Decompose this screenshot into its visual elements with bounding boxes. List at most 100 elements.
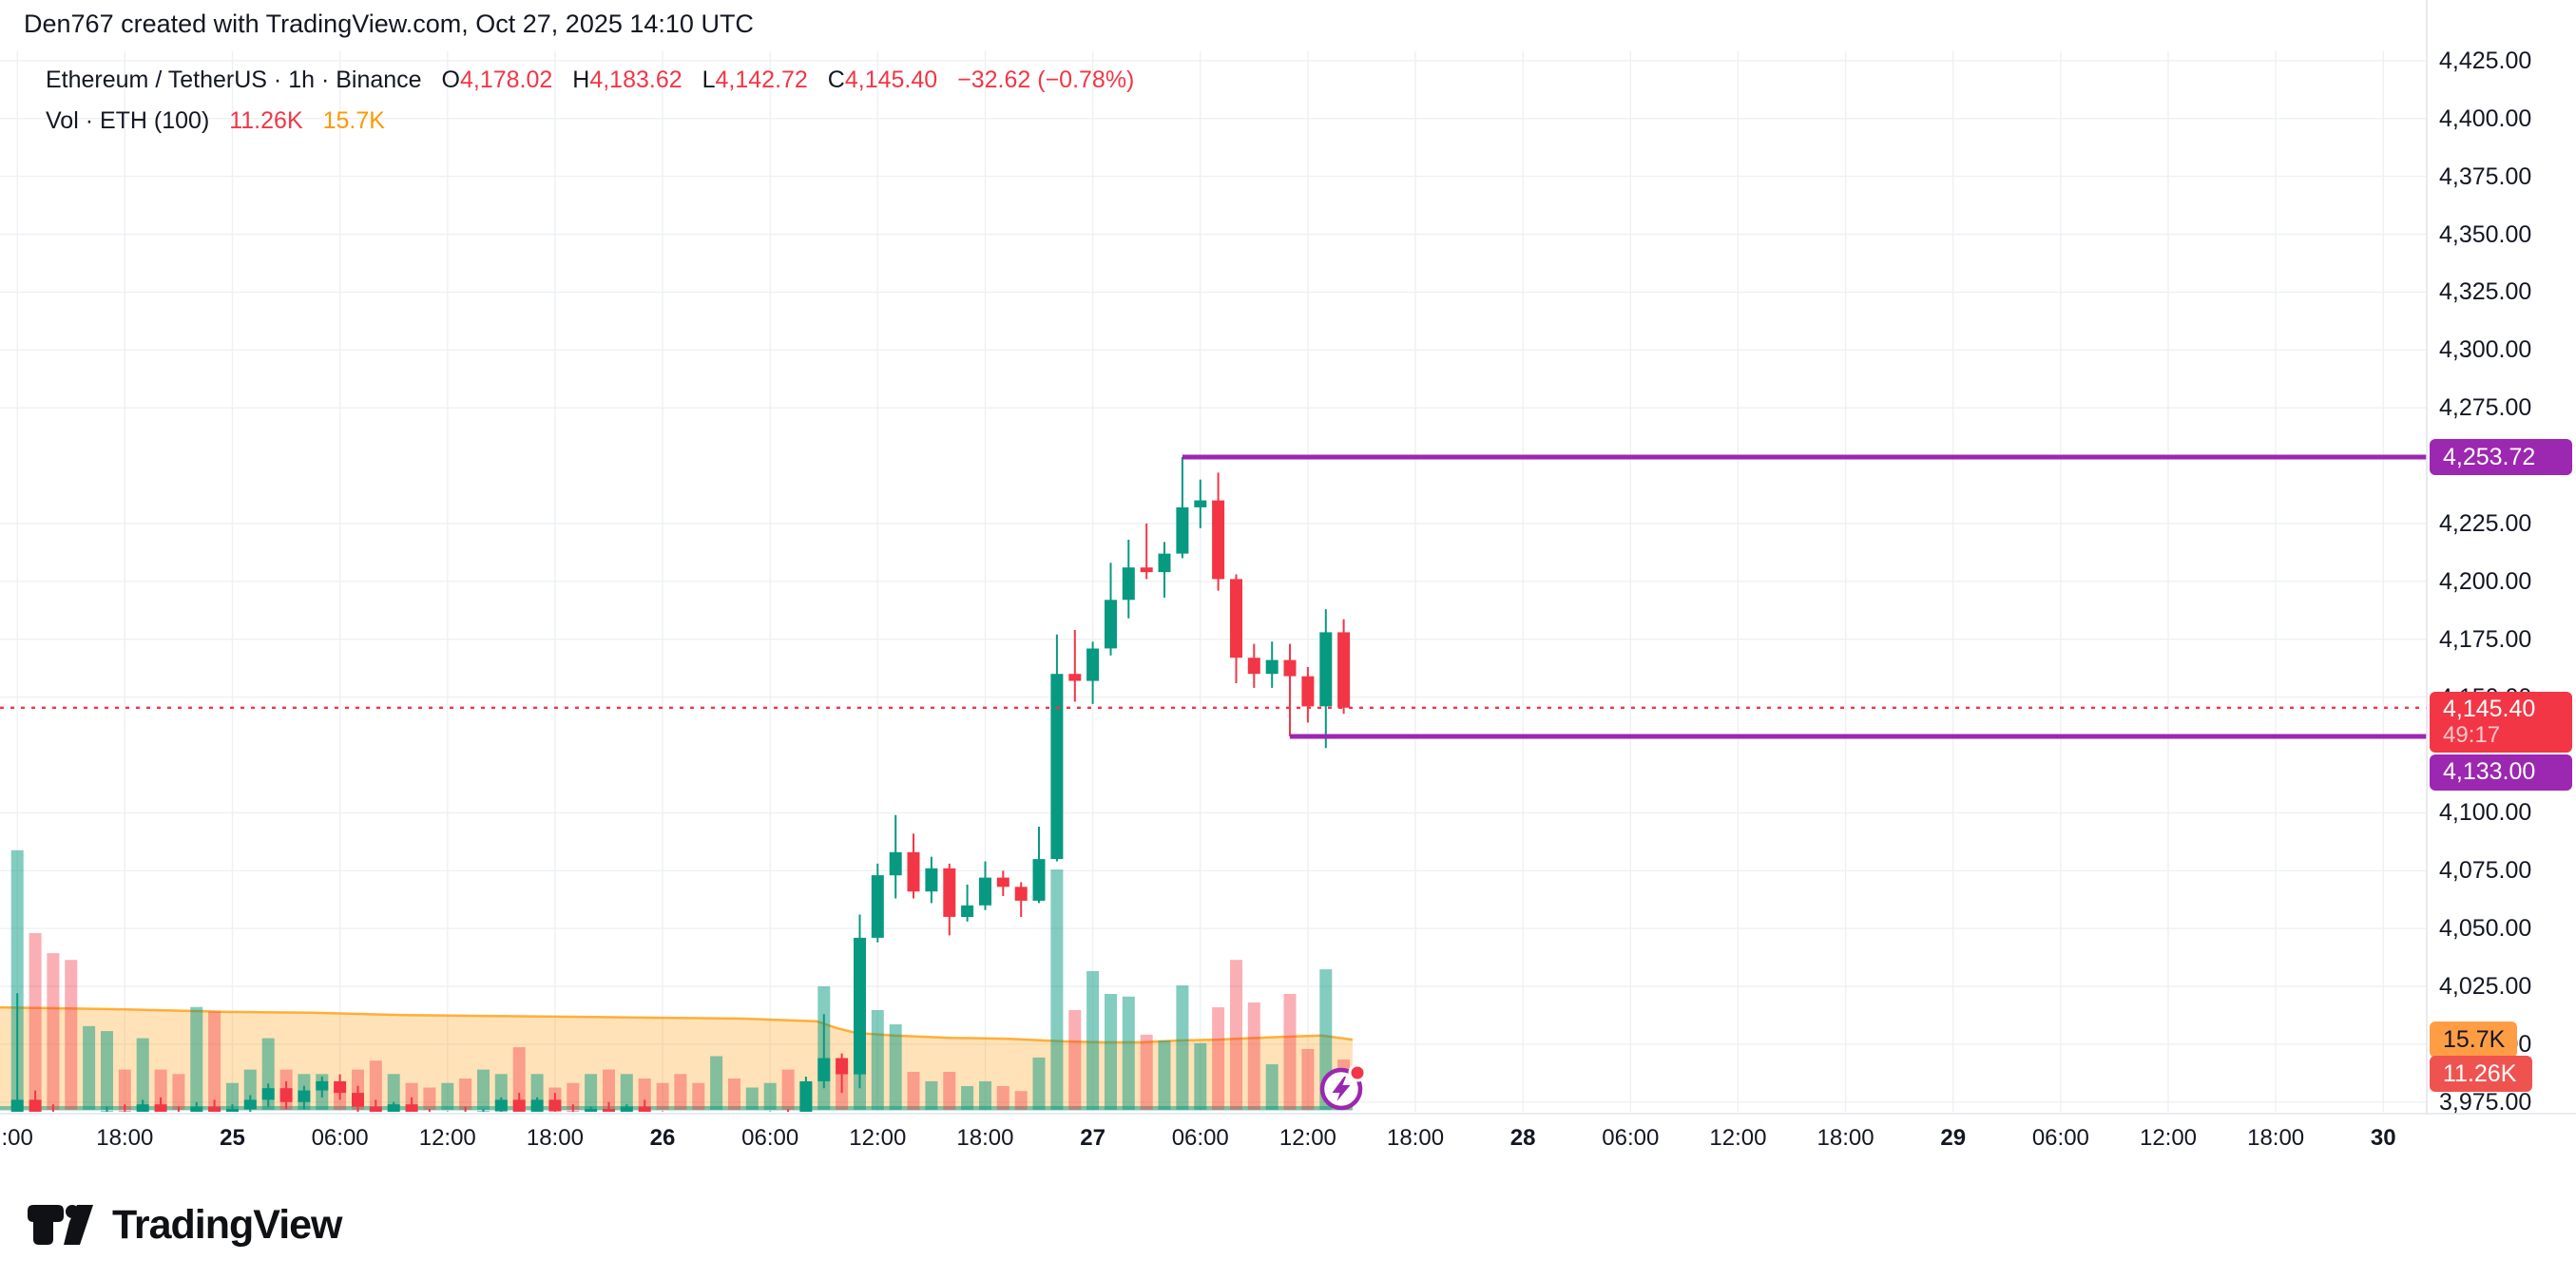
candle-body[interactable]: [118, 1111, 131, 1118]
volume-bar[interactable]: [1230, 960, 1242, 1110]
candle-body[interactable]: [567, 1111, 580, 1123]
volume-bar[interactable]: [1194, 1042, 1207, 1110]
candle-body[interactable]: [799, 1080, 813, 1125]
candle-body[interactable]: [494, 1099, 508, 1112]
volume-bar[interactable]: [136, 1038, 149, 1110]
candle-body[interactable]: [1283, 659, 1297, 677]
volume-bar[interactable]: [10, 849, 24, 1110]
volume-bar[interactable]: [1032, 1057, 1046, 1110]
candle-body[interactable]: [548, 1099, 562, 1112]
volume-bar[interactable]: [83, 1025, 96, 1110]
volume-bar[interactable]: [441, 1082, 454, 1110]
volume-bar[interactable]: [1283, 994, 1297, 1110]
volume-bar[interactable]: [1050, 869, 1064, 1110]
volume-bar[interactable]: [585, 1074, 598, 1110]
candle-body[interactable]: [638, 1106, 651, 1118]
volume-bar[interactable]: [477, 1069, 490, 1110]
volume-bar[interactable]: [710, 1056, 723, 1111]
volume-bar[interactable]: [925, 1080, 938, 1110]
volume-bar[interactable]: [674, 1074, 687, 1110]
volume-bar[interactable]: [512, 1047, 526, 1110]
candle-body[interactable]: [1122, 567, 1135, 601]
volume-bar[interactable]: [656, 1082, 669, 1110]
candle-body[interactable]: [1176, 506, 1189, 554]
candle-body[interactable]: [1319, 632, 1333, 707]
candle-body[interactable]: [226, 1109, 239, 1120]
volume-bar[interactable]: [154, 1069, 167, 1110]
volume-bar[interactable]: [65, 960, 78, 1110]
volume-bar[interactable]: [47, 953, 60, 1110]
volume-bar[interactable]: [101, 1031, 113, 1110]
candle-body[interactable]: [298, 1090, 311, 1102]
volume-indicator-label[interactable]: Vol · ETH (100): [46, 107, 210, 134]
volume-bar[interactable]: [1265, 1064, 1278, 1110]
volume-bar[interactable]: [29, 933, 42, 1110]
candle-body[interactable]: [889, 851, 902, 876]
volume-bar[interactable]: [889, 1024, 902, 1110]
candle-body[interactable]: [1086, 648, 1100, 681]
volume-bar[interactable]: [226, 1082, 239, 1110]
candle-body[interactable]: [1068, 674, 1082, 681]
candle-body[interactable]: [871, 875, 884, 938]
volume-bar[interactable]: [1301, 1048, 1315, 1110]
volume-bar[interactable]: [369, 1060, 382, 1110]
candle-body[interactable]: [1247, 658, 1260, 675]
volume-bar[interactable]: [638, 1079, 651, 1110]
volume-bar[interactable]: [1158, 1040, 1171, 1110]
symbol-title[interactable]: Ethereum / TetherUS · 1h · Binance: [46, 67, 422, 93]
volume-bar[interactable]: [405, 1082, 418, 1110]
volume-bar[interactable]: [190, 1006, 203, 1110]
candle-body[interactable]: [459, 1114, 471, 1125]
candle-body[interactable]: [1105, 600, 1117, 649]
tradingview-logo[interactable]: TradingView: [25, 1199, 342, 1250]
volume-bar[interactable]: [1212, 1007, 1225, 1110]
volume-bar[interactable]: [1122, 996, 1135, 1110]
candle-body[interactable]: [1140, 567, 1153, 573]
candle-body[interactable]: [243, 1099, 257, 1110]
candle-body[interactable]: [1032, 859, 1046, 901]
volume-bar[interactable]: [979, 1080, 991, 1110]
candle-body[interactable]: [316, 1080, 329, 1091]
volume-bar[interactable]: [1247, 1002, 1260, 1110]
volume-bar[interactable]: [1014, 1091, 1028, 1110]
volume-bar[interactable]: [745, 1087, 759, 1111]
candle-body[interactable]: [1337, 632, 1351, 708]
candle-body[interactable]: [154, 1104, 167, 1114]
candle-body[interactable]: [530, 1099, 544, 1114]
volume-bar[interactable]: [620, 1074, 633, 1110]
candle-body[interactable]: [854, 937, 866, 1075]
candle-body[interactable]: [907, 851, 920, 892]
flash-circle-icon[interactable]: [1317, 1063, 1367, 1113]
candle-body[interactable]: [585, 1109, 598, 1123]
volume-bar[interactable]: [907, 1072, 920, 1110]
volume-bar[interactable]: [692, 1082, 705, 1110]
volume-bar[interactable]: [943, 1072, 956, 1110]
candle-body[interactable]: [1158, 553, 1171, 573]
volume-bar[interactable]: [1176, 985, 1189, 1110]
candle-body[interactable]: [943, 868, 956, 917]
volume-bar[interactable]: [1140, 1034, 1153, 1110]
candle-body[interactable]: [1301, 676, 1315, 707]
candle-body[interactable]: [1014, 887, 1028, 901]
candle-body[interactable]: [172, 1114, 184, 1123]
candle-body[interactable]: [1230, 579, 1242, 659]
candle-body[interactable]: [979, 877, 991, 906]
volume-bar[interactable]: [961, 1086, 974, 1110]
candle-body[interactable]: [620, 1106, 633, 1121]
candle-body[interactable]: [387, 1104, 400, 1118]
candle-body[interactable]: [1212, 500, 1225, 580]
candle-body[interactable]: [405, 1104, 418, 1116]
volume-bar[interactable]: [763, 1082, 777, 1110]
candle-body[interactable]: [101, 1111, 113, 1126]
volume-bar[interactable]: [423, 1087, 436, 1111]
volume-bar[interactable]: [1105, 994, 1117, 1110]
volume-bar[interactable]: [603, 1069, 615, 1110]
candle-body[interactable]: [817, 1058, 831, 1081]
candle-body[interactable]: [1265, 659, 1278, 675]
candle-body[interactable]: [925, 868, 938, 892]
volume-bar[interactable]: [459, 1079, 472, 1110]
volume-bar[interactable]: [172, 1074, 185, 1110]
candle-body[interactable]: [1194, 500, 1207, 507]
candle-body[interactable]: [1050, 674, 1064, 859]
